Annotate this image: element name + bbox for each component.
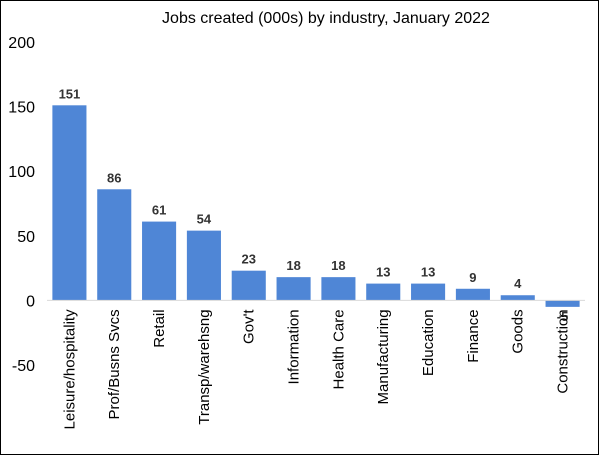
- data-label: 86: [107, 170, 121, 185]
- x-tick-label: Transp/warehsng: [196, 309, 213, 424]
- data-label: 54: [197, 212, 212, 227]
- x-tick-label: Finance: [465, 309, 482, 362]
- bar: [276, 277, 311, 301]
- data-label: 9: [469, 270, 476, 285]
- x-tick-label: Prof/Busns Svcs: [106, 309, 123, 419]
- data-label: 151: [59, 86, 81, 101]
- y-tick-label: 0: [26, 293, 35, 310]
- x-tick-label: Goods: [510, 309, 527, 353]
- x-tick-label: Gov't: [241, 309, 258, 344]
- x-tick-label: Construction: [555, 309, 572, 393]
- y-tick-label: 100: [8, 164, 35, 181]
- bar: [321, 277, 356, 301]
- chart-title: Jobs created (000s) by industry, January…: [162, 10, 490, 27]
- data-label: 18: [331, 258, 345, 273]
- bar: [545, 300, 580, 307]
- bar: [500, 295, 535, 301]
- y-tick-label: 50: [17, 229, 35, 246]
- y-tick-label: -50: [12, 358, 35, 375]
- bar: [142, 221, 177, 301]
- y-tick-label: 200: [8, 35, 35, 52]
- bar: [231, 270, 266, 301]
- data-label: 18: [286, 258, 300, 273]
- x-tick-label: Health Care: [330, 309, 347, 389]
- x-tick-label: Education: [420, 309, 437, 376]
- bar: [366, 283, 401, 301]
- data-label: 13: [421, 265, 435, 280]
- data-label: 4: [514, 276, 522, 291]
- y-tick-label: 150: [8, 100, 35, 117]
- data-label: 23: [242, 252, 256, 267]
- data-label: -5: [557, 309, 569, 324]
- bar: [97, 189, 132, 301]
- x-tick-label: Information: [286, 309, 303, 384]
- bar: [455, 288, 490, 301]
- x-tick-label: Manufacturing: [375, 309, 392, 404]
- data-label: 61: [152, 203, 166, 218]
- bar: [52, 105, 87, 301]
- x-tick-label: Leisure/hospitality: [61, 309, 78, 430]
- x-tick-label: Retail: [151, 309, 168, 347]
- bar: [186, 230, 221, 301]
- data-label: 13: [376, 265, 390, 280]
- bar: [411, 283, 446, 301]
